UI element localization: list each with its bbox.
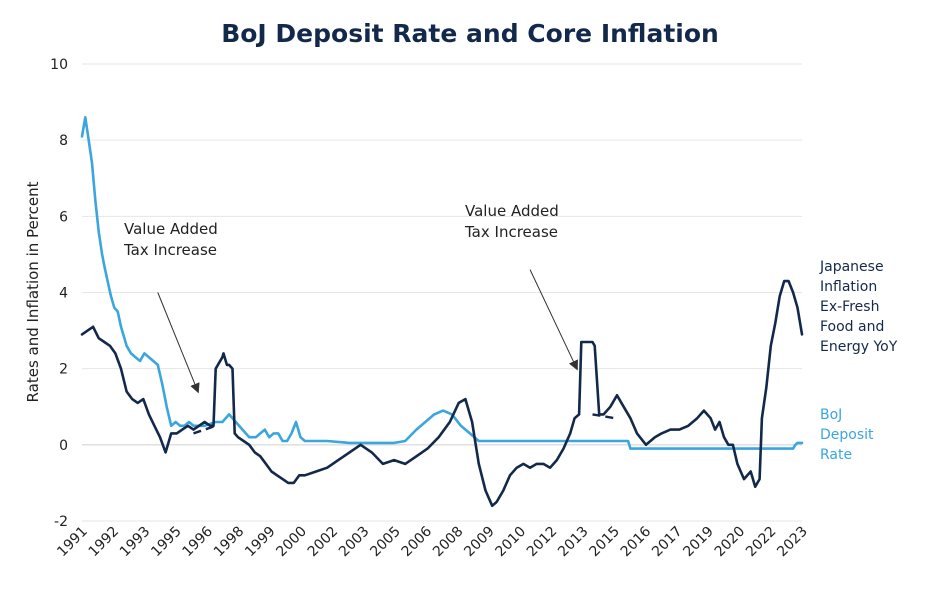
x-tick-label: 2017 (649, 524, 686, 561)
annotation-text: Tax Increase (464, 223, 558, 241)
legend-label-deposit-rate: Rate (820, 447, 852, 463)
x-tick-label: 2022 (743, 524, 780, 561)
y-axis-ticks: -2 0 2 4 6 8 10 (50, 57, 68, 530)
grid (82, 63, 802, 522)
x-tick-label: 2006 (399, 523, 436, 560)
annotation-arrow (529, 269, 578, 371)
series-line-1 (80, 116, 804, 450)
x-tick-label: 2020 (712, 524, 749, 561)
series-dashed-segment-1 (592, 413, 616, 420)
y-tick-label: 4 (59, 286, 68, 302)
chart-title: BoJ Deposit Rate and Core Inflation (221, 19, 719, 48)
annotations: Value Added Tax Increase Value Added Tax In… (123, 202, 578, 394)
x-tick-label: 2008 (430, 524, 467, 561)
x-tick-label: 2003 (336, 524, 373, 561)
series-dashed-segment-0 (193, 424, 217, 435)
legend-label-inflation: Japanese (819, 259, 884, 275)
y-tick-label: 8 (59, 133, 68, 149)
x-tick-label: 2023 (774, 524, 811, 561)
annotation-text: Value Added (465, 202, 559, 220)
y-tick-label: 10 (50, 57, 68, 73)
series-line-0 (80, 279, 804, 508)
x-tick-label: 2016 (618, 523, 655, 560)
x-tick-label: 2010 (493, 524, 530, 561)
x-axis-ticks: 1991199219931995199619981999200020022003… (54, 523, 811, 560)
x-tick-label: 2015 (586, 524, 623, 561)
x-tick-label: 2000 (273, 524, 310, 561)
x-tick-label: 2009 (461, 524, 498, 561)
legend-label-inflation: Energy YoY (820, 339, 898, 355)
x-tick-label: 1999 (242, 524, 279, 561)
legend-label-deposit-rate: Deposit (820, 427, 874, 443)
x-tick-label: 1993 (117, 524, 154, 561)
x-tick-label: 2002 (305, 524, 342, 561)
legend-label-inflation: Inflation (820, 279, 877, 295)
legend-label-inflation: Ex-Fresh (820, 299, 879, 315)
x-tick-label: 1996 (180, 523, 217, 560)
x-tick-label: 1995 (148, 524, 185, 561)
x-tick-label: 2019 (680, 524, 717, 561)
legend: Japanese Inflation Ex-Fresh Food and Energy … (819, 259, 898, 463)
y-tick-label: 0 (59, 438, 68, 454)
x-tick-label: 2012 (524, 524, 561, 561)
legend-label-inflation: Food and (820, 319, 884, 335)
y-tick-label: 2 (59, 362, 68, 378)
annotation-text: Tax Increase (123, 241, 217, 259)
y-axis-label: Rates and Inflation in Percent (24, 181, 42, 402)
x-tick-label: 1992 (86, 524, 123, 561)
y-tick-label: -2 (54, 514, 68, 530)
x-tick-label: 2005 (367, 524, 404, 561)
annotation-arrow (157, 292, 200, 394)
y-tick-label: 6 (59, 209, 68, 225)
legend-label-deposit-rate: BoJ (820, 407, 842, 423)
series-layer (80, 116, 804, 508)
x-tick-label: 1998 (211, 524, 248, 561)
annotation-text: Value Added (124, 220, 218, 238)
x-tick-label: 2013 (555, 524, 592, 561)
